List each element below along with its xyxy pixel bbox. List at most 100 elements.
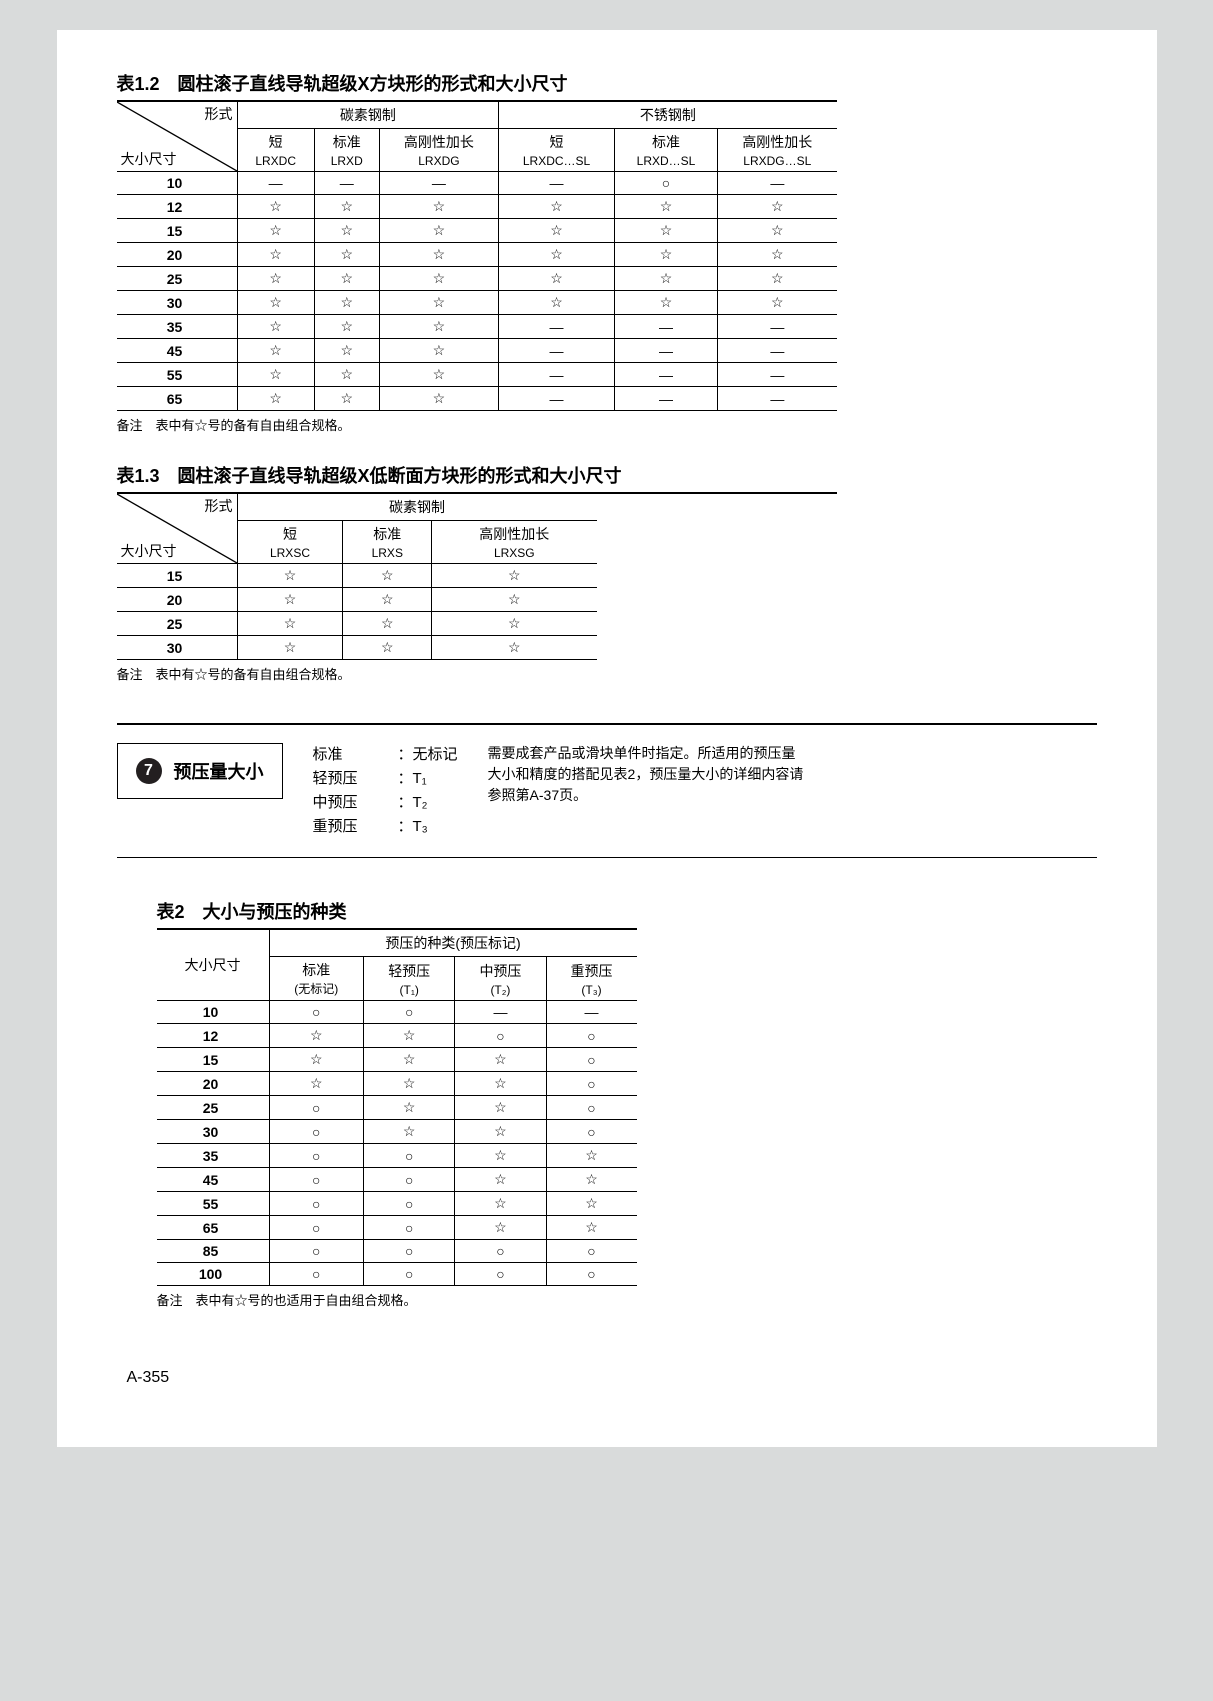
table-row-size: 45: [157, 1168, 270, 1192]
table12-col-header: 标准LRXD: [314, 129, 379, 172]
table-cell: ☆: [379, 291, 499, 315]
table-row-size: 30: [157, 1120, 270, 1144]
table-cell: ☆: [718, 267, 837, 291]
table-row-size: 20: [117, 588, 238, 612]
table-cell: ○: [269, 1240, 364, 1263]
table2-col-header: 轻预压(T₁): [364, 957, 455, 1001]
table-cell: ○: [269, 1096, 364, 1120]
table-cell: ○: [455, 1263, 546, 1286]
table2-col-header: 重预压(T₃): [546, 957, 636, 1001]
table-cell: ○: [269, 1263, 364, 1286]
table-cell: ○: [269, 1120, 364, 1144]
table-cell: ☆: [455, 1168, 546, 1192]
table-cell: ☆: [432, 636, 597, 660]
preload-mark-label: ：T₂: [398, 791, 458, 815]
table-cell: ☆: [379, 363, 499, 387]
table-cell: ☆: [343, 564, 432, 588]
table-cell: ○: [546, 1240, 636, 1263]
table-cell: ☆: [499, 291, 615, 315]
table-cell: ☆: [455, 1216, 546, 1240]
table2: 大小尺寸 预压的种类(预压标记) 标准(无标记)轻预压(T₁)中预压(T₂)重预…: [157, 930, 637, 1286]
table13: 形式 大小尺寸 碳素钢制 短LRXSC标准LRXS高刚性加长LRXSG 15☆☆…: [117, 494, 597, 660]
table-row-size: 10: [157, 1001, 270, 1024]
table-cell: ○: [614, 172, 717, 195]
table-cell: ○: [455, 1024, 546, 1048]
table-cell: ☆: [237, 387, 314, 411]
table-cell: —: [614, 315, 717, 339]
table-cell: ☆: [499, 195, 615, 219]
table-cell: —: [499, 387, 615, 411]
table12-col-header: 高刚性加长LRXDG…SL: [718, 129, 837, 172]
preload-mark-label: ：无标记: [398, 743, 458, 767]
table-cell: ☆: [314, 291, 379, 315]
table-cell: ○: [546, 1024, 636, 1048]
table-cell: —: [499, 315, 615, 339]
table-row-size: 10: [117, 172, 238, 195]
table-cell: ○: [364, 1240, 455, 1263]
table-row-size: 45: [117, 339, 238, 363]
table-cell: ☆: [237, 243, 314, 267]
table-cell: ○: [364, 1192, 455, 1216]
document-page: 表1.2 圆柱滚子直线导轨超级X方块形的形式和大小尺寸 形式 大小尺寸 碳素钢制…: [57, 30, 1157, 1447]
table-cell: ☆: [364, 1096, 455, 1120]
table-cell: ☆: [718, 195, 837, 219]
table-cell: —: [718, 315, 837, 339]
table2-title: 表2 大小与预压的种类: [157, 898, 637, 930]
table-cell: —: [614, 363, 717, 387]
table-cell: ☆: [314, 363, 379, 387]
table-cell: ☆: [314, 339, 379, 363]
table13-col-header: 短LRXSC: [237, 521, 343, 564]
table-cell: ☆: [379, 219, 499, 243]
section7-label: 预压量大小: [174, 758, 264, 784]
table-cell: ☆: [432, 612, 597, 636]
table-cell: ☆: [379, 195, 499, 219]
table-cell: ☆: [269, 1072, 364, 1096]
table-cell: ☆: [432, 564, 597, 588]
table-cell: ☆: [364, 1024, 455, 1048]
table-cell: —: [718, 387, 837, 411]
table12-col-header: 短LRXDC: [237, 129, 314, 172]
table-cell: ☆: [237, 636, 343, 660]
table-cell: —: [237, 172, 314, 195]
table12-col-header: 短LRXDC…SL: [499, 129, 615, 172]
table2-size-header: 大小尺寸: [157, 930, 270, 1001]
table-cell: ☆: [546, 1192, 636, 1216]
table-cell: ○: [546, 1048, 636, 1072]
table-cell: ☆: [314, 267, 379, 291]
table13-diag-header: 形式 大小尺寸: [117, 494, 238, 564]
table-cell: ☆: [343, 588, 432, 612]
table12-group2: 不锈钢制: [499, 102, 837, 129]
table-cell: ☆: [237, 315, 314, 339]
table-cell: ☆: [455, 1048, 546, 1072]
table-cell: ☆: [379, 243, 499, 267]
table13-col-header: 高刚性加长LRXSG: [432, 521, 597, 564]
table13-col-header: 标准LRXS: [343, 521, 432, 564]
table-cell: ☆: [614, 195, 717, 219]
table-cell: —: [499, 339, 615, 363]
table-cell: ☆: [364, 1120, 455, 1144]
table-row-size: 55: [117, 363, 238, 387]
table-cell: ☆: [237, 612, 343, 636]
table-cell: ☆: [343, 612, 432, 636]
table-cell: ☆: [343, 636, 432, 660]
table-cell: ☆: [237, 267, 314, 291]
table-cell: ☆: [314, 195, 379, 219]
table-cell: ○: [364, 1168, 455, 1192]
table-row-size: 65: [157, 1216, 270, 1240]
table-cell: —: [718, 172, 837, 195]
table-cell: —: [314, 172, 379, 195]
table-cell: ○: [269, 1192, 364, 1216]
table-cell: ☆: [314, 315, 379, 339]
section7: 7 预压量大小 标准轻预压中预压重预压 ：无标记：T₁：T₂：T₃ 需要成套产品…: [117, 723, 1097, 858]
table-cell: ○: [546, 1096, 636, 1120]
table-cell: —: [499, 363, 615, 387]
table2-note: 备注 表中有☆号的也适用于自由组合规格。: [157, 1290, 1097, 1309]
table-row-size: 12: [157, 1024, 270, 1048]
preload-mark-label: ：T₃: [398, 815, 458, 839]
table-row-size: 65: [117, 387, 238, 411]
table-cell: ☆: [364, 1072, 455, 1096]
table-cell: ○: [269, 1144, 364, 1168]
table-cell: —: [379, 172, 499, 195]
table-cell: ○: [364, 1216, 455, 1240]
table-cell: ○: [364, 1144, 455, 1168]
